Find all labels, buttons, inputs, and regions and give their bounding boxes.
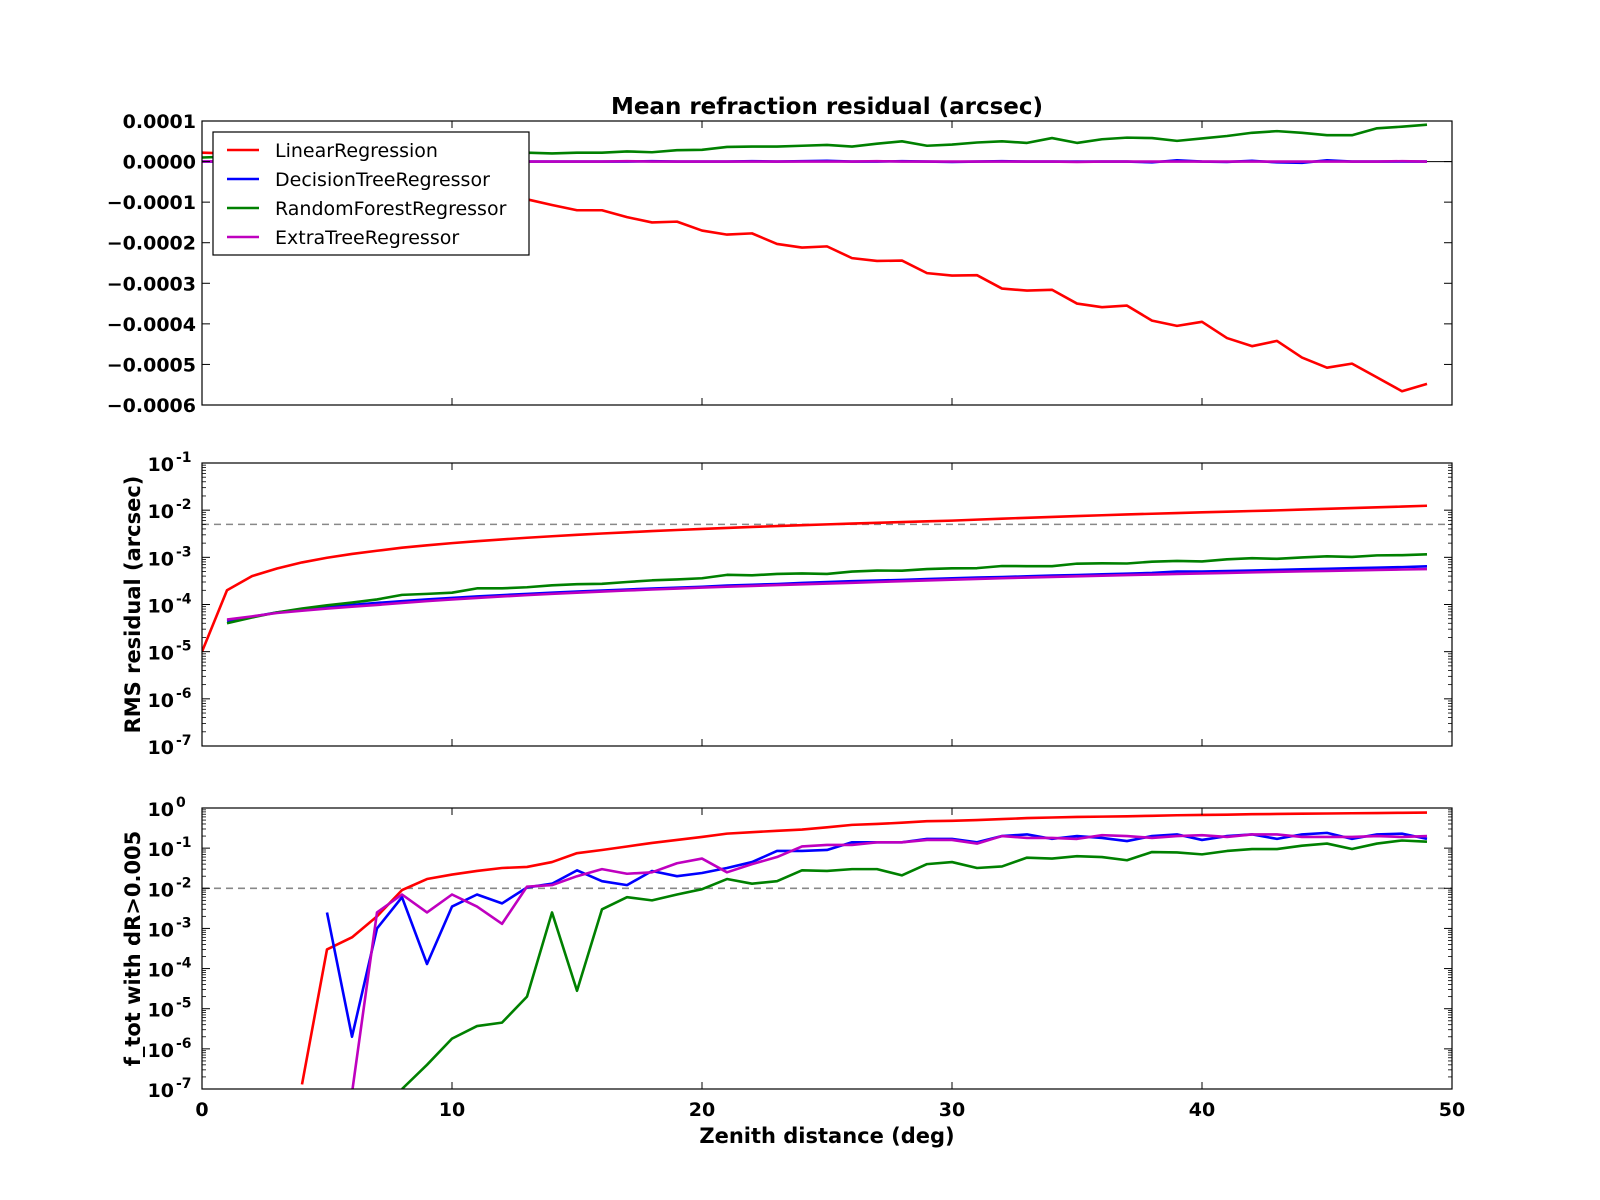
x-tick-label: 10 xyxy=(439,1099,465,1121)
y-tick-label: −0.0003 xyxy=(107,273,196,295)
panel-2-series-decisiontreeregressor xyxy=(226,565,1428,623)
y-tick-label: −0.0005 xyxy=(107,354,196,376)
y-axis-label: f_tot with dR>0.005 xyxy=(121,831,145,1067)
panel-3-frame xyxy=(201,807,1453,1090)
y-tick-label-base: 10 xyxy=(148,690,174,712)
x-axis-label: Zenith distance (deg) xyxy=(699,1124,954,1148)
y-tick-label-base: 10 xyxy=(148,839,174,861)
y-tick-label-exponent: -1 xyxy=(176,835,192,851)
y-tick-label: −0.0004 xyxy=(107,314,196,336)
panel-2-series-randomforestregressor xyxy=(226,552,1428,625)
y-tick-label-base: 10 xyxy=(148,501,174,523)
y-tick-label-base: 10 xyxy=(148,643,174,665)
y-tick-label-exponent: 0 xyxy=(176,795,186,811)
y-tick-label-exponent: -7 xyxy=(176,733,192,749)
y-tick-label-base: 10 xyxy=(148,960,174,982)
y-tick-label-base: 10 xyxy=(148,454,174,476)
y-tick-label-exponent: -3 xyxy=(176,544,192,560)
y-tick-label-base: 10 xyxy=(148,799,174,821)
x-tick-label: 20 xyxy=(689,1099,715,1121)
y-tick-label-base: 10 xyxy=(148,1040,174,1062)
legend-label: LinearRegression xyxy=(275,140,438,162)
panel-3-series-randomforestregressor xyxy=(401,839,1428,1089)
y-tick-label-exponent: -5 xyxy=(176,639,192,655)
y-tick-label-exponent: -2 xyxy=(176,497,192,513)
y-tick-label-exponent: -5 xyxy=(176,996,192,1012)
y-tick-label: 0.0001 xyxy=(123,111,196,133)
chart-title: Mean refraction residual (arcsec) xyxy=(611,94,1043,120)
x-tick-label: 50 xyxy=(1439,1099,1465,1121)
y-tick-label-exponent: -7 xyxy=(176,1076,192,1092)
y-axis-label: RMS residual (arcsec) xyxy=(121,476,145,734)
y-tick-label-base: 10 xyxy=(148,737,174,759)
panel-3-series-extratreeregressor xyxy=(351,833,1428,1089)
x-tick-label: 0 xyxy=(195,1099,208,1121)
y-tick-label-base: 10 xyxy=(148,1000,174,1022)
y-tick-label: −0.0001 xyxy=(107,192,196,214)
y-tick-label-base: 10 xyxy=(148,548,174,570)
y-tick-label-base: 10 xyxy=(148,919,174,941)
y-tick-label-exponent: -1 xyxy=(176,450,192,466)
legend-label: RandomForestRegressor xyxy=(275,198,507,220)
y-tick-label-exponent: -4 xyxy=(176,592,192,608)
y-tick-label: −0.0002 xyxy=(107,233,196,255)
y-tick-label-base: 10 xyxy=(148,1080,174,1102)
y-tick-label-exponent: -6 xyxy=(176,686,192,702)
legend-box xyxy=(212,131,530,256)
x-tick-label: 40 xyxy=(1189,1099,1215,1121)
y-tick-label-exponent: -6 xyxy=(176,1036,192,1052)
panel-3-series-linearregression xyxy=(300,811,1428,1085)
y-tick-label: −0.0006 xyxy=(107,395,196,417)
y-tick-label-exponent: -2 xyxy=(176,875,192,891)
y-tick-label-exponent: -4 xyxy=(176,956,192,972)
panel-2-series-extratreeregressor xyxy=(226,567,1428,621)
x-tick-label: 30 xyxy=(939,1099,965,1121)
y-tick-label-base: 10 xyxy=(148,596,174,618)
y-tick-label-base: 10 xyxy=(148,879,174,901)
y-tick-label: 0.0000 xyxy=(123,152,196,174)
panel-1-frame xyxy=(201,120,1453,406)
legend-label: ExtraTreeRegressor xyxy=(275,227,459,249)
legend-label: DecisionTreeRegressor xyxy=(275,169,490,191)
panel-2-series-linearregression xyxy=(202,504,1428,653)
y-tick-label-exponent: -3 xyxy=(176,915,192,931)
